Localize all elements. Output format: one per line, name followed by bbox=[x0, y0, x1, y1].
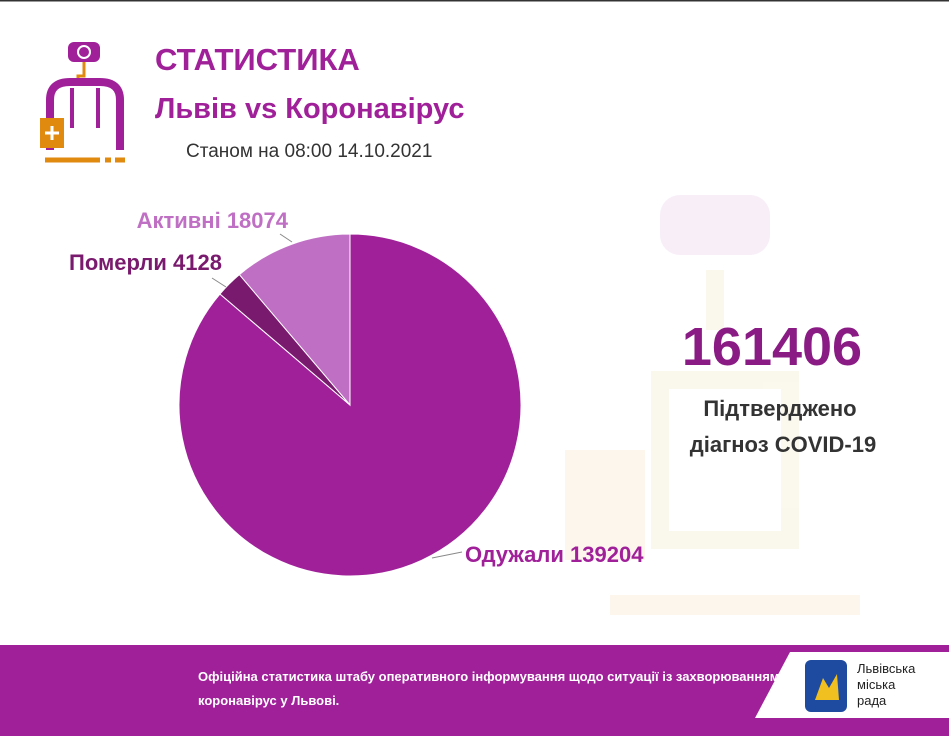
logo-text: рада bbox=[857, 693, 887, 708]
leader-line bbox=[279, 233, 293, 243]
title: СТАТИСТИКА bbox=[155, 42, 360, 77]
total-caption: Підтверджено bbox=[703, 396, 856, 421]
date: Станом на 08:00 14.10.2021 bbox=[186, 141, 432, 162]
logo-text: Львівська bbox=[857, 661, 916, 676]
slice-category: Одужали bbox=[465, 542, 564, 567]
background-icon bbox=[565, 195, 860, 615]
footer-text: коронавірус у Львові. bbox=[198, 693, 339, 708]
doctor-icon bbox=[40, 42, 125, 163]
total-caption: діагноз COVID-19 bbox=[690, 432, 876, 457]
slice-value: 4128 bbox=[173, 250, 222, 275]
pie: Одужали 139204 Померли 4128 Активні 18074 bbox=[69, 208, 644, 577]
slice-category: Активні bbox=[137, 208, 221, 233]
logo-box bbox=[755, 652, 949, 718]
slice-label: Одужали 139204 bbox=[465, 542, 644, 567]
pie-slice bbox=[238, 233, 351, 407]
logo-text: міська bbox=[857, 677, 896, 692]
slice-value: 18074 bbox=[227, 208, 289, 233]
slice-category: Померли bbox=[69, 250, 167, 275]
logo-lion bbox=[815, 674, 839, 700]
footer-text: Офіційна статистика штабу оперативного і… bbox=[198, 669, 799, 684]
slice-label: Померли 4128 bbox=[69, 250, 222, 275]
leader-line bbox=[431, 551, 463, 559]
subtitle: Львів vs Коронавірус bbox=[155, 93, 465, 125]
leader-line bbox=[211, 277, 227, 288]
top-border bbox=[0, 0, 949, 2]
slice-value: 139204 bbox=[570, 542, 644, 567]
total: 161406 bbox=[682, 317, 862, 377]
slice-label: Активні 18074 bbox=[137, 208, 289, 233]
